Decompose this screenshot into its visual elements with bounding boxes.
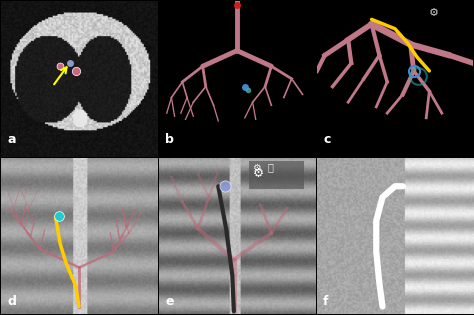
- Text: c: c: [323, 133, 330, 146]
- Text: ⚙: ⚙: [429, 8, 439, 18]
- Text: ⚙  ⛬: ⚙ ⛬: [253, 163, 273, 173]
- Text: e: e: [165, 295, 173, 308]
- Bar: [249, 161, 304, 189]
- Text: d: d: [7, 295, 16, 308]
- Text: b: b: [165, 133, 174, 146]
- Text: f: f: [323, 295, 328, 308]
- Text: ⚙: ⚙: [253, 167, 264, 180]
- Text: a: a: [7, 133, 16, 146]
